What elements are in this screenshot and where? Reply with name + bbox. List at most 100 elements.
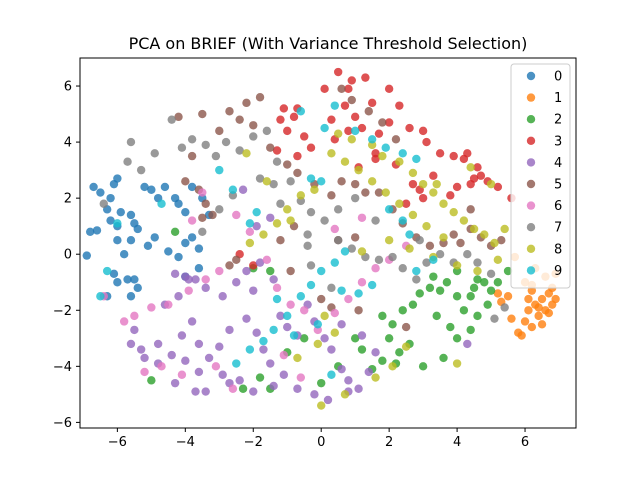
data-point-series-3-24 (272, 146, 282, 155)
data-point-series-4-54 (170, 269, 180, 279)
data-point-series-9-24 (330, 258, 339, 267)
data-point-series-4-10 (225, 325, 234, 335)
data-point-series-1-25 (534, 303, 543, 312)
data-point-series-8-23 (367, 177, 377, 186)
data-point-series-4-16 (283, 322, 292, 332)
data-point-series-3-50 (371, 149, 380, 158)
data-point-series-3-3 (340, 101, 350, 110)
data-point-series-2-29 (418, 362, 428, 371)
data-point-series-3-0 (333, 67, 343, 77)
data-point-series-3-21 (418, 126, 428, 136)
data-point-series-8-39 (330, 328, 339, 337)
data-point-series-8-52 (357, 247, 367, 256)
data-point-series-8-44 (401, 342, 411, 351)
data-point-series-9-16 (306, 174, 316, 183)
data-point-series-5-42 (317, 294, 326, 304)
data-point-series-4-26 (371, 348, 380, 357)
data-point-series-3-30 (435, 149, 445, 158)
data-point-series-9-30 (259, 336, 268, 346)
data-point-series-6-4 (184, 286, 193, 295)
data-point-series-4-47 (218, 292, 227, 301)
data-point-series-2-39 (473, 311, 482, 321)
data-point-series-8-9 (449, 207, 458, 217)
series-9 (96, 101, 438, 379)
data-point-series-4-46 (201, 283, 210, 293)
data-point-series-3-19 (384, 118, 394, 127)
data-point-series-8-35 (384, 236, 394, 245)
data-point-series-5-5 (235, 115, 244, 124)
data-point-series-5-1 (198, 109, 207, 119)
data-point-series-5-35 (347, 95, 356, 105)
data-point-series-3-39 (446, 191, 455, 200)
data-point-series-9-37 (289, 331, 299, 340)
data-point-series-8-31 (259, 230, 268, 239)
data-point-series-2-12 (357, 345, 367, 354)
data-point-series-5-38 (391, 135, 401, 144)
data-point-series-4-8 (204, 353, 214, 363)
data-point-series-3-40 (418, 193, 428, 203)
data-point-series-4-58 (238, 185, 248, 194)
y-tick-label: −6 (53, 416, 72, 431)
x-tick-label: −4 (176, 435, 195, 450)
data-point-series-8-26 (327, 149, 336, 158)
data-point-series-2-19 (378, 311, 387, 321)
data-point-series-0-5 (106, 193, 115, 203)
legend-label-9: 9 (554, 264, 562, 279)
data-point-series-6-8 (187, 216, 197, 225)
data-point-series-3-7 (384, 84, 394, 94)
data-point-series-9-32 (232, 359, 241, 368)
data-point-series-7-11 (235, 146, 244, 155)
data-point-series-9-17 (317, 177, 326, 186)
data-point-series-0-43 (194, 264, 204, 273)
data-point-series-9-33 (327, 370, 336, 379)
data-point-series-5-13 (198, 213, 207, 222)
data-point-series-6-1 (130, 311, 139, 321)
data-point-series-9-20 (405, 230, 414, 239)
series-8 (242, 129, 509, 410)
data-point-series-2-3 (266, 266, 275, 276)
data-point-series-3-51 (344, 126, 353, 136)
data-point-series-7-37 (276, 199, 285, 208)
data-point-series-0-39 (126, 292, 136, 301)
data-point-series-3-34 (473, 163, 482, 172)
data-point-series-8-40 (313, 339, 323, 349)
data-point-series-4-52 (269, 275, 278, 284)
data-point-series-1-11 (527, 322, 537, 332)
data-point-series-5-2 (225, 107, 234, 116)
data-point-series-6-25 (211, 362, 221, 371)
series-7 (99, 115, 509, 323)
legend-marker-6 (526, 201, 536, 210)
data-point-series-7-32 (500, 303, 509, 312)
data-point-series-0-2 (89, 182, 98, 192)
data-point-series-9-28 (283, 311, 292, 321)
data-point-series-3-26 (306, 143, 316, 152)
data-point-series-7-22 (374, 255, 384, 265)
data-point-series-3-17 (357, 123, 367, 133)
data-point-series-6-12 (272, 283, 282, 293)
data-point-series-3-48 (249, 261, 258, 270)
data-point-series-4-59 (357, 331, 367, 340)
data-point-series-4-25 (364, 367, 373, 377)
data-point-series-9-22 (429, 255, 438, 265)
data-point-series-5-4 (255, 93, 265, 102)
chart-title: PCA on BRIEF (With Variance Threshold Se… (129, 34, 528, 53)
data-point-series-5-22 (374, 188, 384, 197)
data-point-series-4-0 (126, 339, 136, 349)
data-point-series-0-23 (181, 238, 190, 248)
y-tick-label: 0 (64, 248, 72, 263)
data-point-series-0-35 (109, 269, 119, 279)
data-point-series-2-24 (435, 286, 445, 295)
data-point-series-3-11 (289, 112, 299, 122)
data-point-series-6-23 (279, 350, 289, 360)
legend-marker-1 (526, 93, 536, 102)
data-point-series-9-26 (306, 280, 316, 290)
data-point-series-4-28 (310, 390, 319, 399)
data-point-series-9-10 (320, 123, 329, 133)
axes-frame (79, 57, 577, 429)
legend-box (510, 63, 571, 289)
y-axis: −6 −4 −2 0 2 4 6 (53, 80, 80, 431)
legend-marker-3 (526, 136, 536, 145)
data-point-series-6-19 (371, 264, 380, 273)
data-point-series-3-22 (422, 137, 431, 147)
